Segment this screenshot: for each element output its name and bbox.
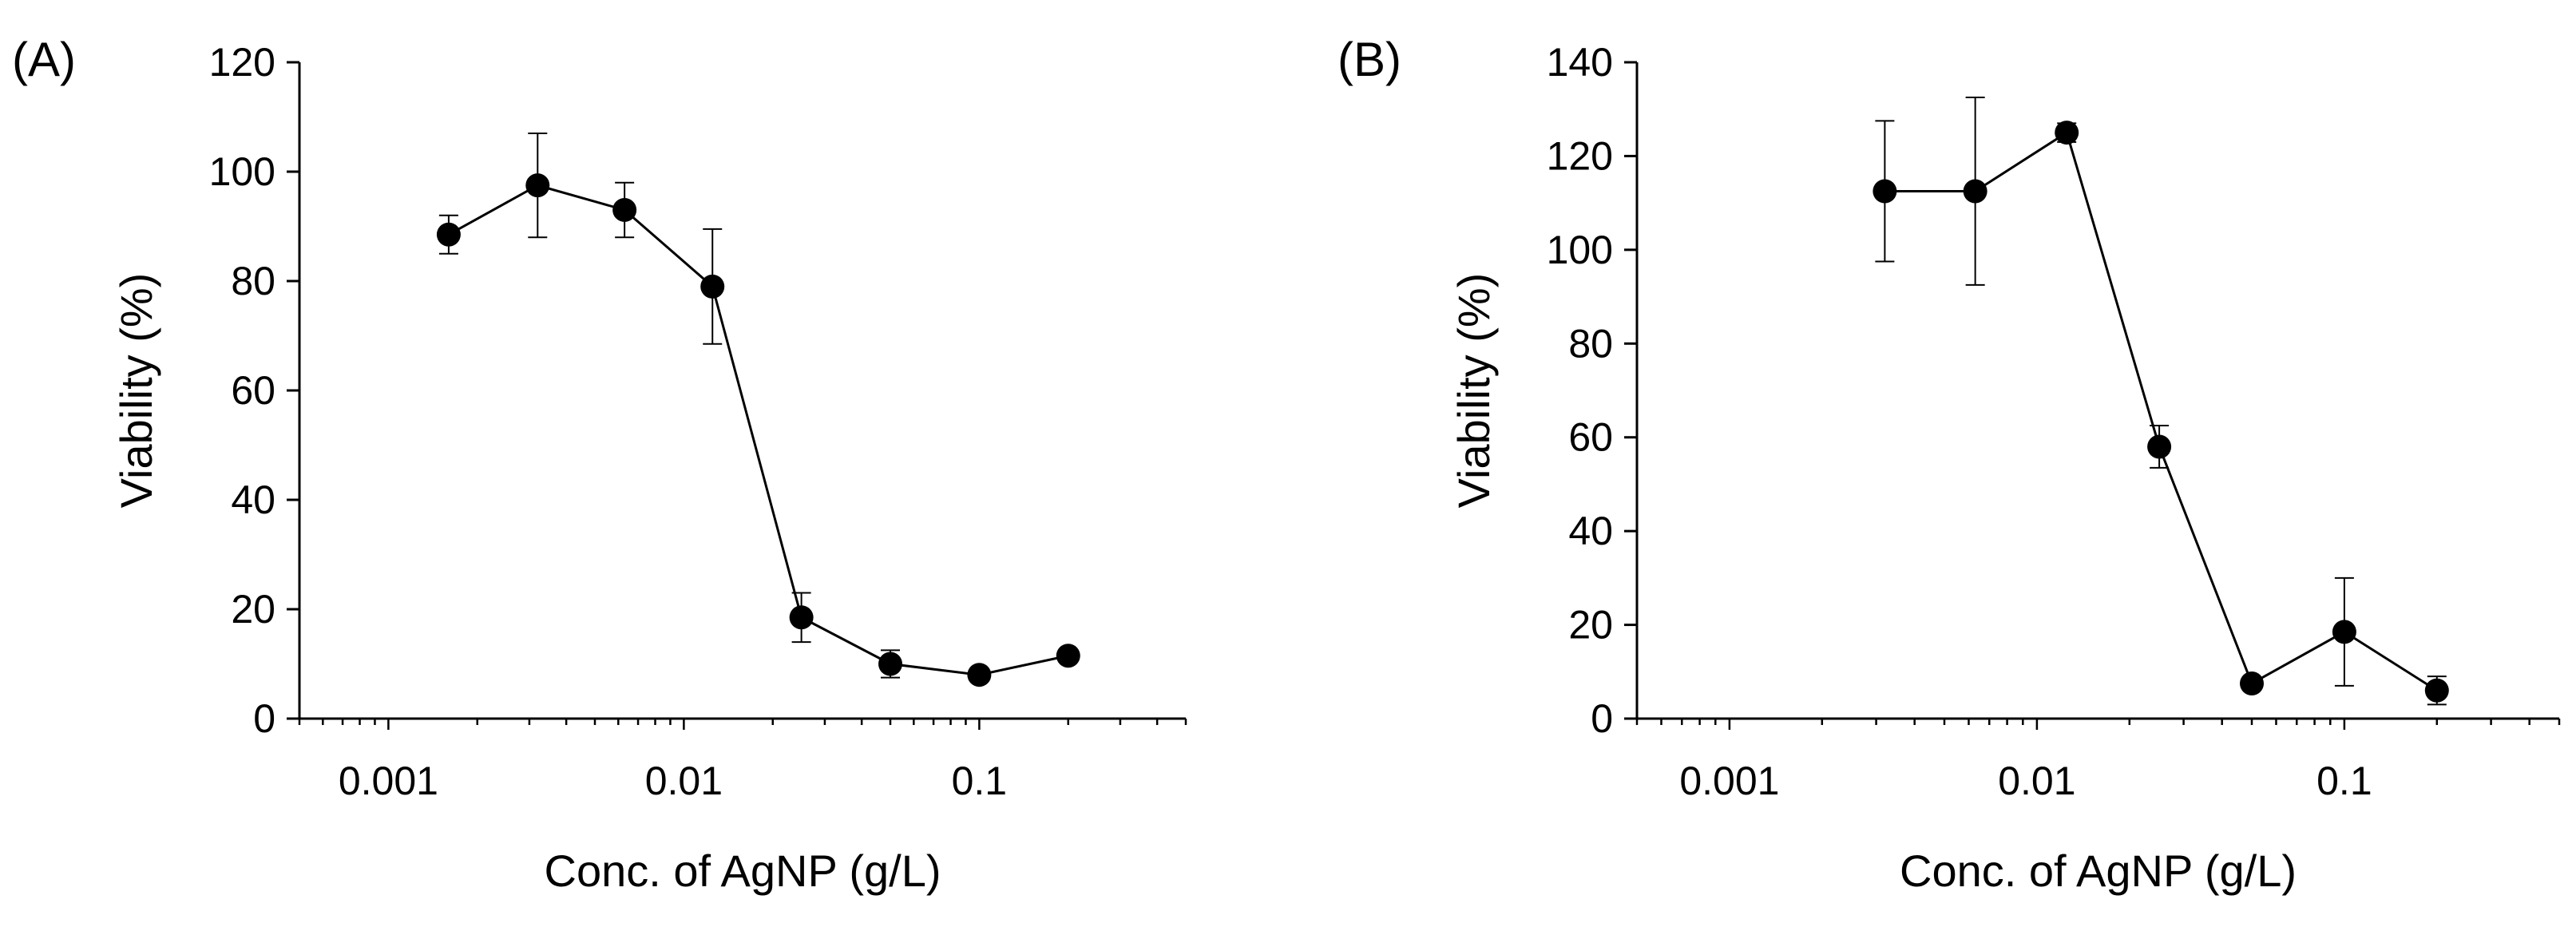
x-tick-label: 0.001 xyxy=(1679,759,1779,803)
x-tick-label: 0.1 xyxy=(2316,759,2372,803)
y-tick-label: 100 xyxy=(209,149,275,194)
y-tick-label: 40 xyxy=(231,477,275,522)
x-tick-label: 0.001 xyxy=(339,759,438,803)
y-tick-label: 20 xyxy=(231,587,275,632)
data-point xyxy=(700,274,725,299)
data-point xyxy=(789,605,814,630)
y-axis-title: Viability (%) xyxy=(1449,273,1499,509)
y-tick-label: 0 xyxy=(1591,696,1613,741)
y-tick-label: 20 xyxy=(1568,603,1613,648)
y-tick-label: 140 xyxy=(1547,40,1613,85)
y-tick-label: 40 xyxy=(1568,509,1613,553)
panel-label: (A) xyxy=(12,33,76,86)
data-point xyxy=(2424,678,2449,703)
y-tick-label: 80 xyxy=(1568,321,1613,366)
y-tick-label: 120 xyxy=(1547,133,1613,178)
data-point xyxy=(967,663,992,687)
x-tick-label: 0.1 xyxy=(952,759,1008,803)
y-axis-title: Viability (%) xyxy=(111,273,161,509)
y-tick-label: 100 xyxy=(1547,228,1613,272)
y-tick-label: 120 xyxy=(209,40,275,85)
x-tick-label: 0.01 xyxy=(1998,759,2075,803)
data-point xyxy=(2147,434,2172,459)
series-line xyxy=(1884,130,2438,692)
data-point xyxy=(1873,179,1897,204)
data-point xyxy=(878,652,902,676)
x-tick-label: 0.01 xyxy=(645,759,723,803)
data-point xyxy=(2332,620,2356,644)
data-point xyxy=(436,222,461,247)
y-tick-label: 60 xyxy=(231,368,275,413)
data-point xyxy=(2240,671,2264,695)
y-tick-label: 80 xyxy=(231,259,275,303)
data-point xyxy=(1963,179,1987,204)
y-tick-label: 0 xyxy=(253,696,275,741)
data-point xyxy=(2055,121,2079,145)
chart-panel-1: (B) 0 20 40 60 80 100 120 140 0.001 0.01 0.1 Conc. o… xyxy=(1338,33,2561,896)
data-point xyxy=(612,197,637,222)
panel-label: (B) xyxy=(1338,33,1401,86)
x-axis-title: Conc. of AgNP (g/L) xyxy=(1900,846,2297,896)
data-point xyxy=(1056,644,1080,668)
y-tick-label: 60 xyxy=(1568,415,1613,460)
data-point xyxy=(525,173,550,198)
x-axis-title: Conc. of AgNP (g/L) xyxy=(545,846,941,896)
series-line xyxy=(448,184,1069,676)
